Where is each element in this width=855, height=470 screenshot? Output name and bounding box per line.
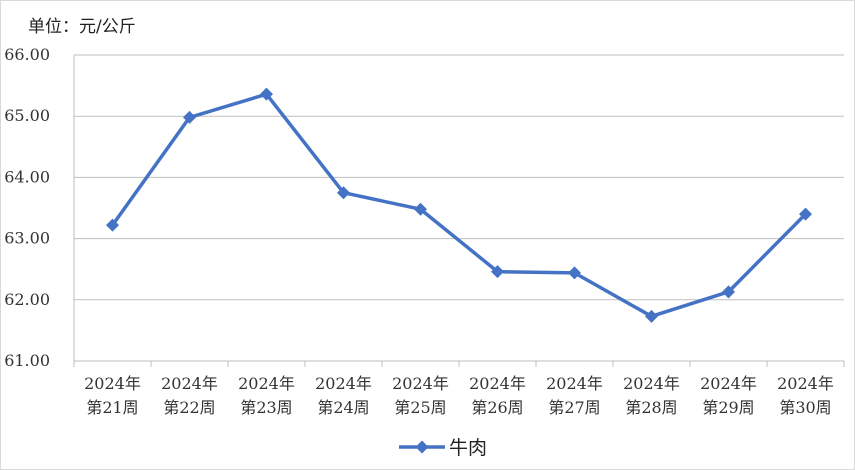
y-tick-label: 62.00 — [4, 290, 50, 309]
series-line — [111, 92, 807, 319]
unit-label: 单位：元/公斤 — [28, 17, 136, 37]
x-tick-label: 2024年 — [238, 374, 295, 393]
y-tick-label: 64.00 — [4, 167, 50, 186]
x-tick-label: 2024年 — [315, 374, 372, 393]
x-tick-label: 第21周 — [86, 398, 138, 417]
x-tick-label: 2024年 — [777, 374, 834, 393]
x-tick-label: 2024年 — [623, 374, 680, 393]
y-tick-label: 63.00 — [4, 229, 50, 248]
series-beef — [106, 87, 812, 323]
x-tick-label: 第25周 — [394, 398, 446, 417]
x-tick-label: 第22周 — [163, 398, 215, 417]
data-point-marker — [414, 202, 427, 216]
x-tick-label: 2024年 — [161, 374, 218, 393]
data-point-marker — [183, 110, 196, 124]
x-tick-label: 第30周 — [779, 398, 831, 417]
legend-label: 牛肉 — [449, 437, 487, 459]
x-tick-label: 2024年 — [546, 374, 603, 393]
legend: 牛肉 — [399, 437, 487, 459]
x-tick-label: 第29周 — [702, 398, 754, 417]
gridlines — [74, 54, 844, 301]
data-point-marker — [568, 266, 581, 280]
data-point-marker — [491, 265, 504, 279]
y-tick-labels: 61.00 62.00 63.00 64.00 65.00 66.00 — [4, 45, 50, 370]
data-point-marker — [260, 87, 273, 101]
data-point-marker — [799, 207, 812, 221]
axes — [73, 55, 845, 367]
x-tick-label: 第24周 — [317, 398, 369, 417]
x-tick-label: 2024年 — [700, 374, 757, 393]
y-tick-label: 65.00 — [4, 106, 50, 125]
x-tick-label: 第26周 — [471, 398, 523, 417]
x-tick-label: 2024年 — [84, 374, 141, 393]
y-tick-label: 61.00 — [4, 351, 50, 370]
x-tick-label: 第28周 — [625, 398, 677, 417]
x-tick-label: 第27周 — [548, 398, 600, 417]
legend-marker — [415, 440, 429, 454]
data-point-marker — [645, 309, 658, 323]
data-point-marker — [106, 218, 119, 232]
data-point-marker — [337, 186, 350, 200]
y-tick-label: 66.00 — [4, 45, 50, 64]
x-tick-label: 2024年 — [469, 374, 526, 393]
data-point-marker — [722, 285, 735, 299]
x-tick-label: 第23周 — [240, 398, 292, 417]
x-tick-label: 2024年 — [392, 374, 449, 393]
